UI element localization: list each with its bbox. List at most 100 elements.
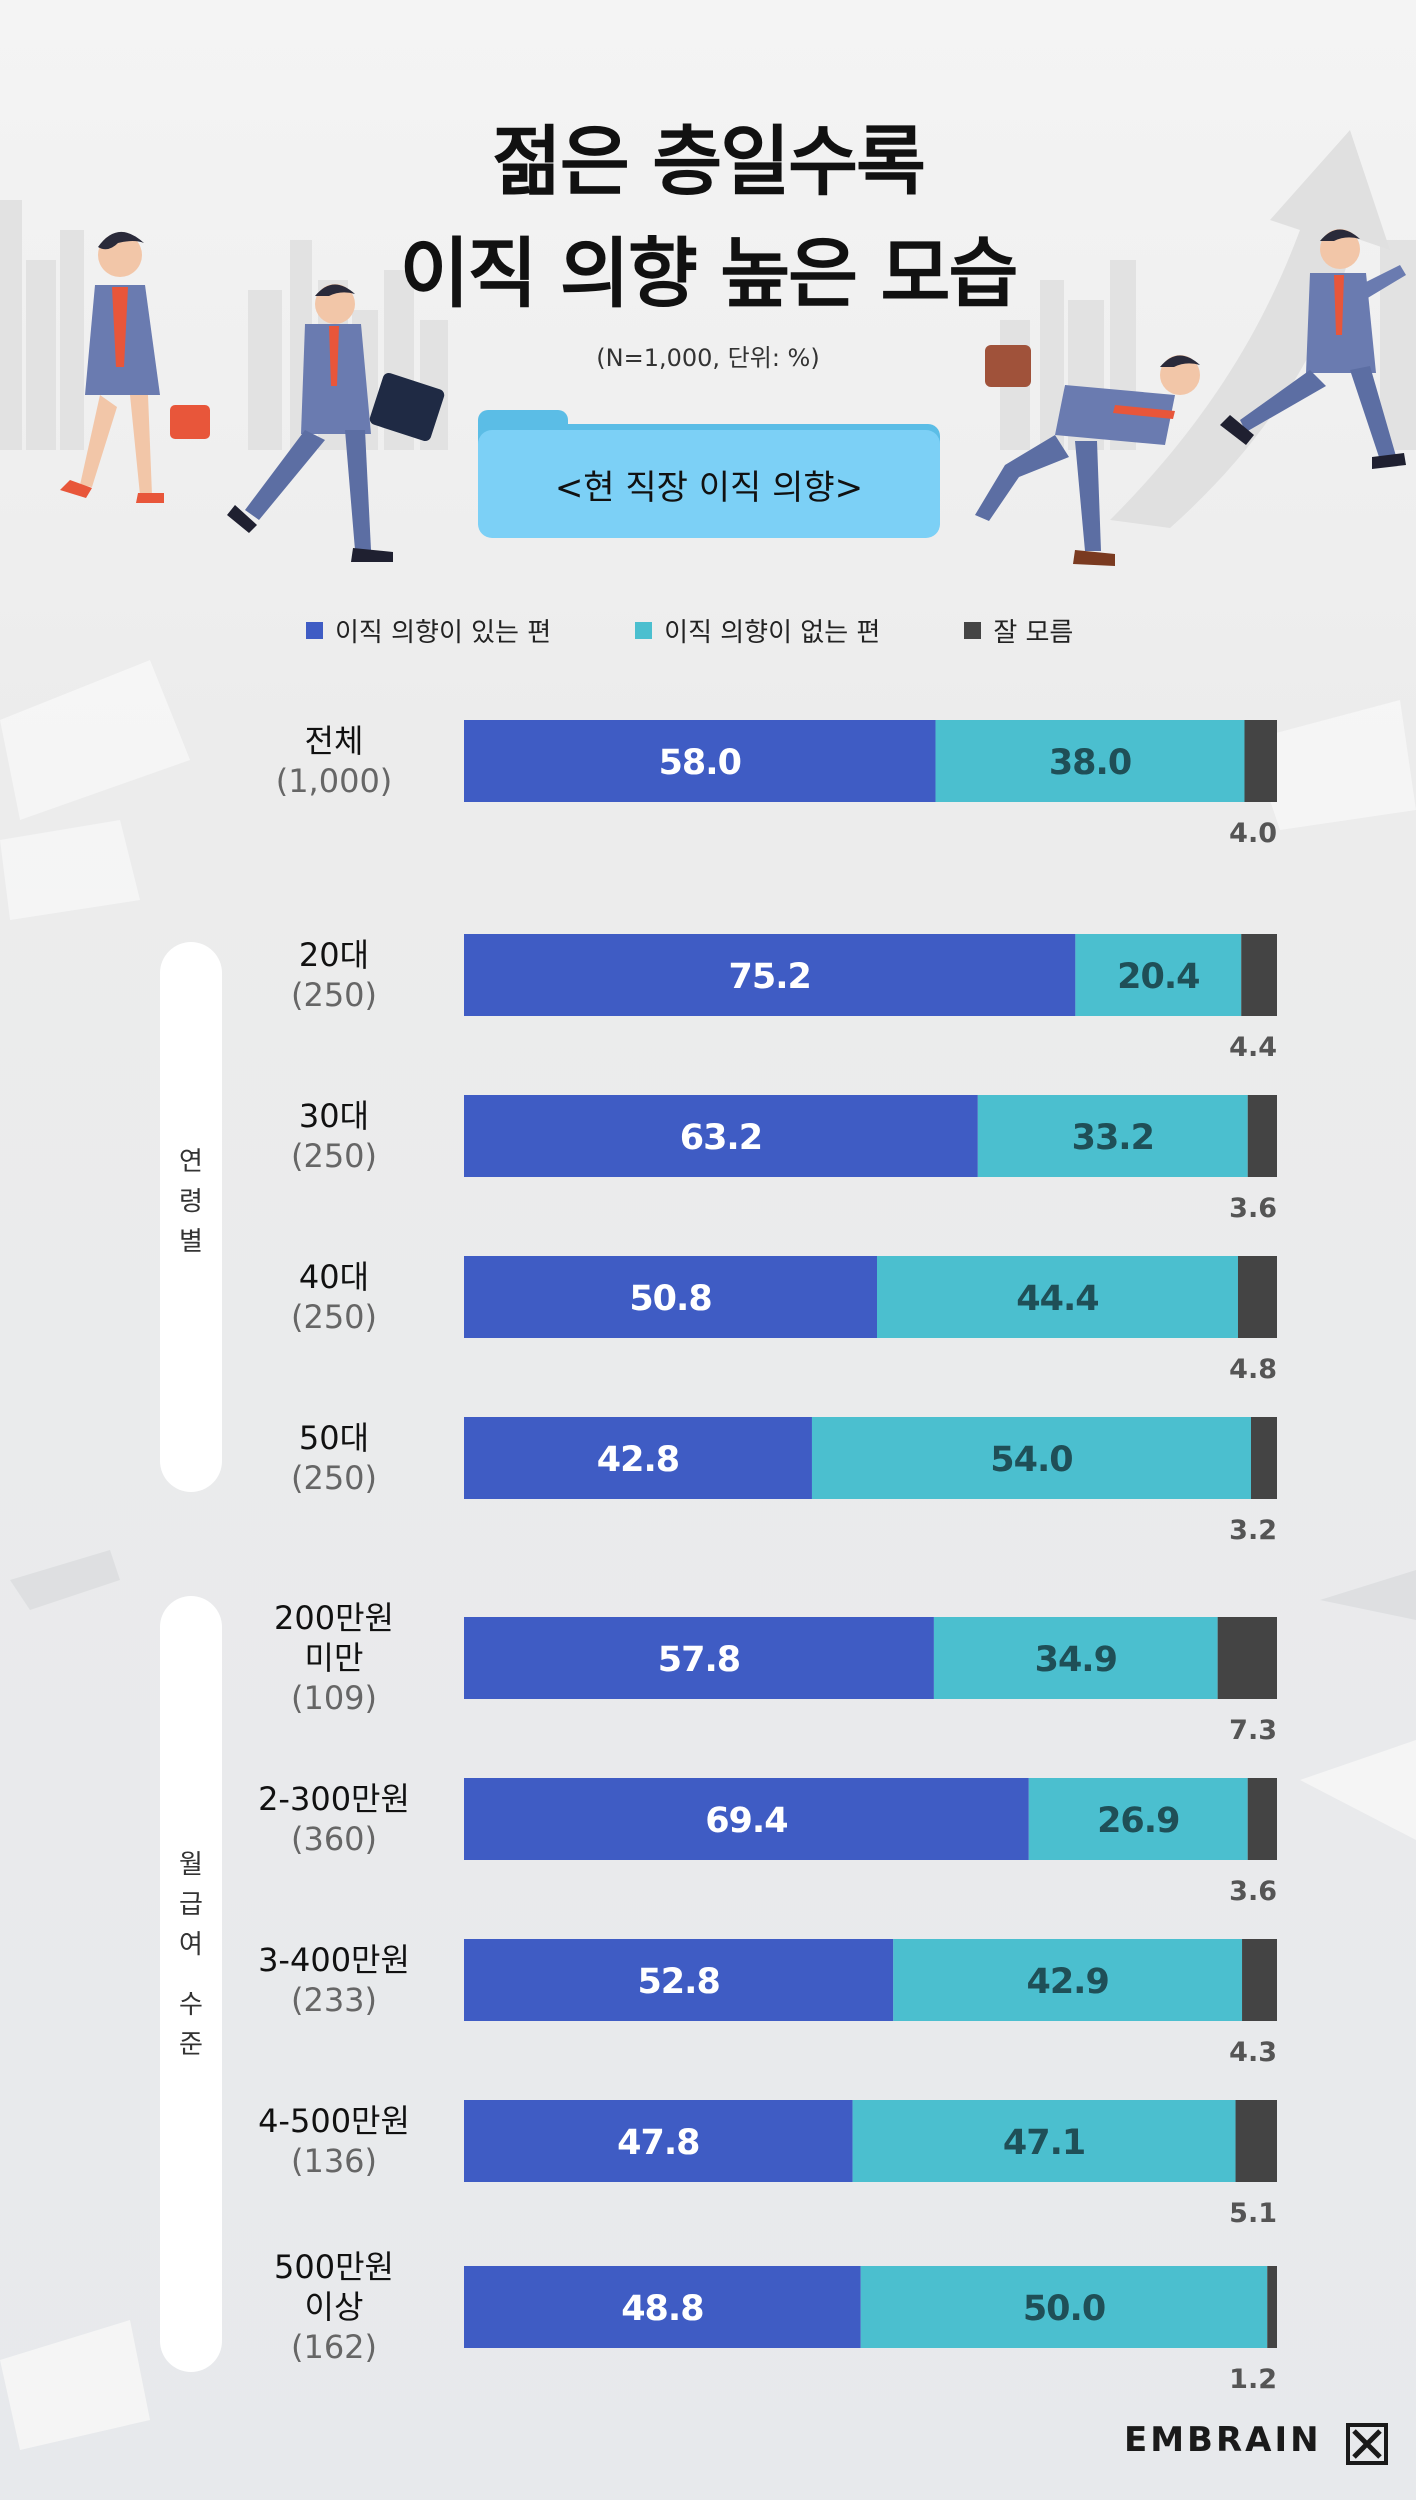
category-label: 40대 (250) [236, 1257, 432, 1337]
data-label: 58.0 [659, 743, 741, 783]
data-label: 50.8 [629, 1279, 711, 1319]
brand-logo-icon [1346, 2423, 1388, 2465]
bar-segment [977, 1095, 1248, 1177]
bar-segment [464, 1095, 978, 1177]
data-label: 3.6 [1229, 1193, 1277, 1224]
data-label: 3.2 [1229, 1515, 1277, 1546]
category-name: 3-400만원 [258, 1941, 410, 1979]
bar-segment [1250, 1417, 1277, 1499]
legend-item-unknown: 잘 모름 [964, 612, 1073, 649]
category-label: 20대 (250) [236, 935, 432, 1015]
category-label: 3-400만원 (233) [236, 1940, 432, 2020]
data-label: 50.0 [1023, 2289, 1105, 2329]
category-label: 전체 (1,000) [236, 721, 432, 801]
data-label: 52.8 [637, 1962, 719, 2002]
group-label-char: 별 [179, 1227, 203, 1257]
legend-swatch-no [635, 622, 653, 639]
data-label: 26.9 [1097, 1801, 1179, 1841]
category-sample-size: (233) [290, 1981, 378, 2019]
data-label: 38.0 [1049, 743, 1131, 783]
category-name: 40대 [298, 1258, 370, 1296]
category-sample-size: (250) [290, 976, 378, 1014]
bar-segment [860, 2266, 1268, 2348]
group-label-char: 여 [179, 1930, 203, 1960]
bar-segment [464, 1778, 1029, 1860]
category-sample-size: (136) [290, 2142, 378, 2180]
businessman-running-illustration [975, 345, 1200, 566]
income-group-bubble [160, 1596, 222, 2372]
data-label: 63.2 [680, 1118, 762, 1158]
data-label: 33.2 [1072, 1118, 1154, 1158]
category-sample-size: (109) [290, 1679, 378, 1717]
category-name: 전체 [304, 722, 364, 760]
bar-segment [1217, 1617, 1277, 1699]
category-sample-size: (360) [290, 1820, 378, 1858]
data-label: 4.8 [1229, 1354, 1277, 1385]
data-label: 5.1 [1229, 2198, 1277, 2229]
brand-logo-text: EMBRAIN [1124, 2420, 1322, 2460]
bar-segment [464, 720, 936, 802]
data-label: 4.3 [1229, 2037, 1277, 2068]
data-label: 48.8 [621, 2289, 703, 2329]
bar-segment [464, 1617, 934, 1699]
data-label: 47.8 [617, 2123, 699, 2163]
category-name: 4-500만원 [258, 2102, 410, 2140]
group-label-char: 월 [179, 1850, 203, 1880]
category-label: 2-300만원 (360) [236, 1779, 432, 1859]
data-label: 7.3 [1229, 1715, 1277, 1746]
bar-segment [1247, 1778, 1277, 1860]
bar-segment [852, 2100, 1236, 2182]
businessman-leading-illustration [1220, 229, 1406, 469]
group-label-char: 준 [179, 2030, 203, 2060]
bar-segment [464, 1939, 894, 2021]
category-sample-size: (250) [290, 1137, 378, 1175]
bar-segment [877, 1256, 1238, 1338]
data-label: 47.1 [1003, 2123, 1085, 2163]
bar-segment [811, 1417, 1251, 1499]
data-label: 42.8 [597, 1440, 679, 1480]
bar-segment [464, 934, 1076, 1016]
group-label-char: 수 [179, 1990, 203, 2020]
data-label: 34.9 [1035, 1640, 1117, 1680]
group-label-char: 연 [179, 1147, 203, 1177]
category-sample-size: (250) [290, 1459, 378, 1497]
title-line-1: 젊은 층일수록 [492, 117, 926, 206]
bar-segment [1244, 720, 1277, 802]
category-label: 200만원 미만 (109) [236, 1598, 432, 1718]
legend-swatch-yes [306, 622, 323, 639]
legend-swatch-unknown [964, 622, 982, 639]
category-label: 500만원 이상 (162) [236, 2247, 432, 2367]
data-label: 1.2 [1229, 2364, 1277, 2395]
subtitle: (N=1,000, 단위: %) [596, 344, 820, 372]
category-name: 30대 [298, 1097, 370, 1135]
bar-segment [1241, 934, 1277, 1016]
bar-segment [1247, 1095, 1277, 1177]
legend-label-unknown: 잘 모름 [993, 618, 1074, 648]
category-label: 4-500만원 (136) [236, 2101, 432, 2181]
age-group-bubble [160, 942, 222, 1492]
bar-segment [1075, 934, 1242, 1016]
data-label: 3.6 [1229, 1876, 1277, 1907]
category-name: 2-300만원 [258, 1780, 410, 1818]
title-line-2: 이직 의향 높은 모습 [399, 229, 1019, 318]
category-name: 미만 [304, 1639, 364, 1677]
category-sample-size: (162) [290, 2328, 378, 2366]
legend: 이직 의향이 있는 편 이직 의향이 없는 편 잘 모름 [306, 612, 1157, 649]
bar-segment [1028, 1778, 1248, 1860]
category-sample-size: (250) [290, 1298, 378, 1336]
category-label: 50대 (250) [236, 1418, 432, 1498]
bar-segment [933, 1617, 1218, 1699]
data-label: 57.8 [658, 1640, 740, 1680]
legend-item-no: 이직 의향이 없는 편 [635, 612, 880, 649]
data-label: 20.4 [1117, 957, 1199, 997]
folder-label: <현 직장 이직 의향> [478, 430, 940, 538]
data-label: 42.9 [1026, 1962, 1108, 2002]
bar-segment [464, 2100, 853, 2182]
category-name: 200만원 [274, 1599, 394, 1637]
category-name: 이상 [304, 2288, 364, 2326]
bar-segment [1237, 1256, 1277, 1338]
bar-segment [893, 1939, 1243, 2021]
